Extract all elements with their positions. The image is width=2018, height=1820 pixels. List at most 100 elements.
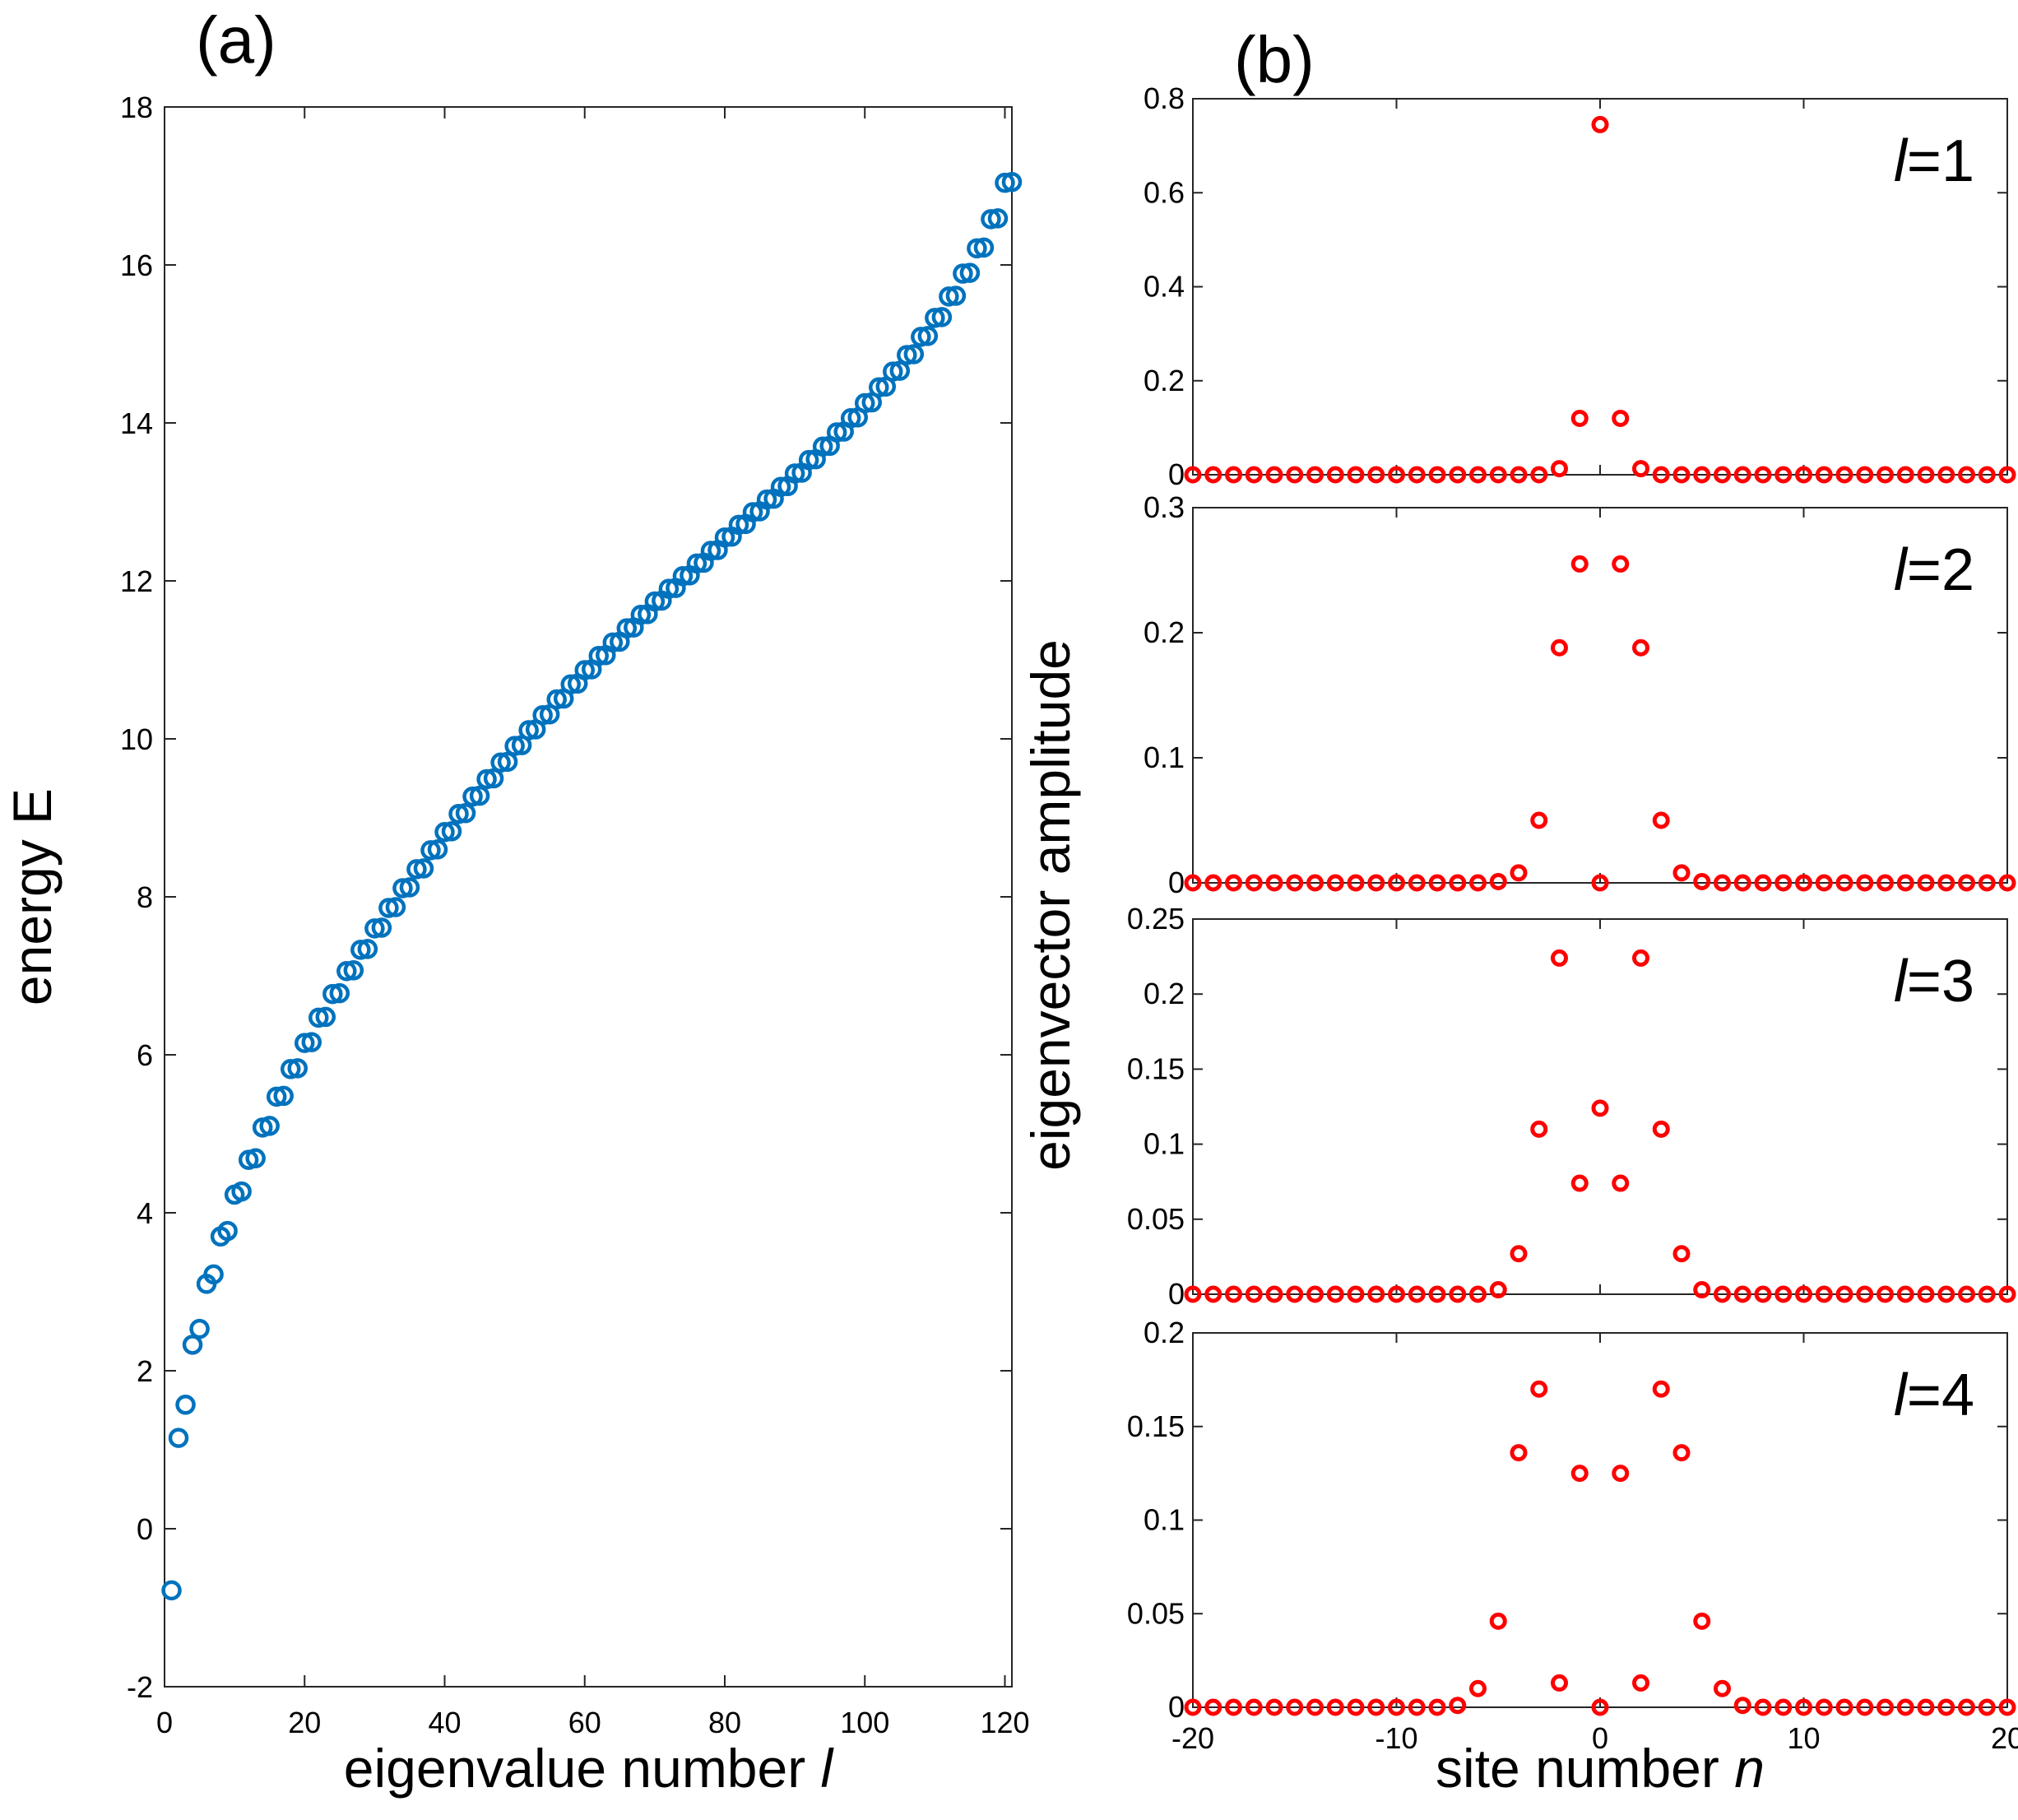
data-point-a	[854, 392, 875, 414]
subplot-l4: 0 0.05 0.1 0.15 0.2 l=4	[1127, 1316, 2016, 1724]
subplot-frame	[1192, 1332, 2008, 1708]
l-label: l=1	[1894, 128, 1974, 194]
data-point-b	[1714, 1679, 1731, 1697]
ytick-label-b: 0.2	[1144, 615, 1185, 649]
data-point-b	[1570, 1465, 1589, 1483]
l-label-symbol: l	[1894, 1363, 1909, 1428]
data-point-b	[1815, 466, 1833, 484]
ytick-label-b: 0	[1168, 1277, 1185, 1311]
data-point-b	[1469, 1285, 1487, 1303]
data-point-b	[1428, 1698, 1446, 1716]
data-point-b	[1754, 1285, 1772, 1303]
data-point-b	[1856, 466, 1874, 484]
xtick-label-b: 10	[1787, 1721, 1820, 1755]
data-point-a	[273, 1085, 294, 1107]
data-point-a	[413, 858, 434, 879]
data-point-a	[616, 618, 638, 638]
data-point-b	[1998, 874, 2016, 892]
data-point-b	[1428, 466, 1446, 484]
xlabel-b-italic: n	[1734, 1738, 1765, 1799]
data-point-b	[1998, 466, 2016, 484]
data-point-b	[1774, 1285, 1793, 1303]
data-point-a	[462, 786, 483, 807]
data-point-b	[1367, 874, 1385, 892]
data-point-b	[1347, 1285, 1365, 1303]
data-point-b	[1612, 1174, 1630, 1192]
data-point-b	[1591, 1099, 1609, 1117]
data-point-a	[420, 840, 441, 861]
data-point-b	[1408, 874, 1426, 892]
data-point-a	[504, 736, 525, 756]
subplot-l1: 0 0.2 0.4 0.6 0.8 l=1	[1144, 81, 2016, 491]
data-point-b	[1469, 874, 1487, 892]
subplot-frame	[1192, 507, 2008, 884]
data-point-b	[1428, 1285, 1446, 1303]
xtick-label-a: 120	[980, 1706, 1029, 1739]
data-point-b	[1714, 466, 1731, 484]
data-point-a	[917, 326, 939, 346]
data-point-a	[925, 308, 945, 328]
ylabel-b: eigenvector amplitude	[1020, 639, 1081, 1171]
data-point-a	[399, 877, 420, 898]
data-point-b	[1877, 1698, 1894, 1716]
data-point-b	[1510, 864, 1528, 882]
data-point-b	[1570, 409, 1589, 427]
data-point-a	[168, 1428, 189, 1448]
data-point-b	[1591, 115, 1609, 133]
data-point-a	[903, 344, 925, 364]
data-point-b	[1225, 874, 1242, 892]
data-point-b	[1856, 1285, 1874, 1303]
data-point-b	[1489, 1281, 1507, 1299]
data-point-b	[1733, 874, 1751, 892]
data-point-a	[231, 1181, 252, 1202]
data-point-a	[798, 449, 819, 471]
data-point-b	[1958, 874, 1975, 892]
data-point-a	[476, 768, 497, 790]
data-point-b	[1489, 466, 1507, 484]
data-point-b	[1286, 1698, 1304, 1716]
data-point-b	[1978, 1698, 1996, 1716]
data-point-b	[1367, 466, 1385, 484]
ytick-label-b: 0.1	[1144, 741, 1185, 774]
data-point-b	[1184, 1698, 1202, 1716]
xlabel-a-italic: l	[821, 1738, 835, 1799]
data-point-b	[1795, 1285, 1812, 1303]
ytick-label-b: 0.2	[1144, 977, 1185, 1010]
data-point-a	[658, 578, 680, 599]
data-point-b	[1652, 1120, 1670, 1138]
subplot-frame	[1192, 918, 2008, 1295]
data-point-b	[1754, 1698, 1772, 1716]
data-point-a	[911, 327, 931, 347]
data-point-a	[322, 983, 343, 1005]
data-point-a	[770, 476, 791, 498]
xtick-label-a: 60	[568, 1706, 601, 1739]
data-point-b	[1428, 874, 1446, 892]
subplot-l2: 0 0.1 0.2 0.3 l=2	[1144, 490, 2016, 899]
data-point-b	[1225, 466, 1242, 484]
data-point-a	[448, 803, 469, 824]
data-point-a	[981, 209, 1001, 230]
data-point-a	[630, 605, 652, 625]
l-label-symbol: l	[1894, 128, 1909, 194]
l-label-value: =4	[1907, 1363, 1974, 1428]
data-point-b	[1245, 466, 1263, 484]
data-point-b	[1326, 1285, 1344, 1303]
data-point-b	[1408, 466, 1426, 484]
chart-b: 00.20.40.60.8l=100.10.20.3l=200.050.10.1…	[1020, 81, 2018, 1799]
data-point-b	[1795, 874, 1812, 892]
data-point-b	[1204, 466, 1222, 484]
ytick-label-b: 0.6	[1144, 175, 1185, 209]
data-point-b	[1896, 1698, 1914, 1716]
data-point-b	[1877, 874, 1894, 892]
data-point-b	[1896, 874, 1914, 892]
ytick-label-a: 6	[137, 1038, 153, 1072]
data-point-b	[1489, 1612, 1507, 1630]
xtick-label-b: 20	[1991, 1721, 2018, 1755]
data-point-a	[434, 822, 455, 843]
xtick-label-a: 80	[708, 1706, 741, 1739]
data-point-a	[189, 1318, 210, 1339]
data-point-b	[1612, 1465, 1630, 1483]
data-point-b	[1632, 638, 1649, 657]
l-label-value: =2	[1907, 537, 1974, 603]
xlabel-a-text: eigenvalue number	[344, 1738, 821, 1799]
